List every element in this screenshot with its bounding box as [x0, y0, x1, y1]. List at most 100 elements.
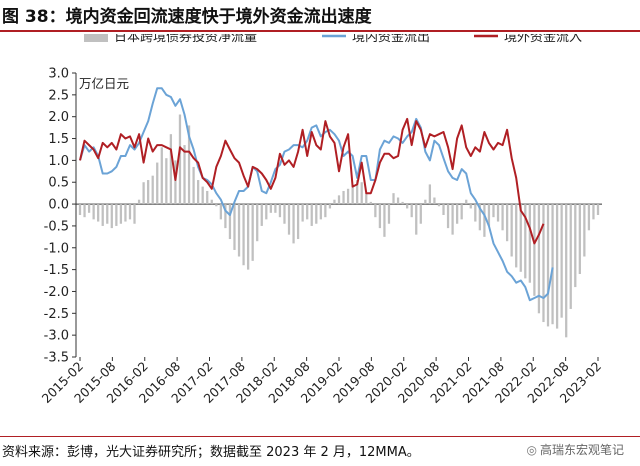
y-tick-label: -0.5 [44, 219, 69, 234]
watermark-text: 高瑞东宏观笔记 [539, 443, 624, 457]
bar [574, 204, 577, 288]
bar [260, 204, 263, 226]
y-tick-label: 2.5 [48, 88, 69, 103]
bar [537, 204, 541, 314]
outflow-line [79, 87, 554, 302]
bar [233, 204, 236, 250]
bar [165, 158, 168, 205]
bar [101, 204, 104, 226]
bar [351, 184, 354, 205]
bar [451, 204, 454, 235]
bar [124, 204, 127, 222]
bar [156, 162, 159, 205]
bar [160, 147, 163, 205]
y-tick-label: -3.5 [44, 351, 69, 366]
legend-label-inflow: 境外资金流入 [504, 34, 582, 45]
bar [446, 204, 450, 229]
bar [406, 204, 409, 209]
bar [256, 204, 259, 242]
legend-swatch-bars [84, 34, 108, 42]
bar [342, 190, 345, 205]
bar [201, 186, 204, 205]
bar [442, 204, 445, 215]
bar [292, 204, 295, 244]
bar [83, 204, 86, 218]
bar [219, 204, 222, 220]
bar [465, 199, 468, 205]
bar [560, 204, 563, 318]
bar [319, 204, 322, 220]
bar [283, 204, 286, 224]
bar [587, 204, 591, 231]
y-tick-label: -1.0 [44, 241, 69, 256]
y-tick-label: -1.5 [44, 263, 69, 278]
bar [569, 204, 572, 309]
chart: 3.0 2.5 2.0 1.5 1.0 0.5 0.0 -0.5 -1.0 -1.5 -2.0 -2.… [39, 34, 605, 407]
bar [92, 204, 95, 220]
bar [583, 204, 586, 257]
bar [183, 145, 186, 205]
watermark: ◎ 高瑞东宏观笔记 [527, 441, 625, 458]
bar [265, 204, 268, 220]
bar [224, 204, 227, 229]
bar [110, 204, 113, 229]
footer-rule [0, 436, 640, 437]
bar [97, 204, 100, 222]
bar [356, 180, 359, 205]
bar [492, 204, 495, 218]
bar [565, 204, 568, 338]
y-tick-label: 0.5 [48, 176, 69, 191]
bar [174, 160, 177, 205]
bar [360, 182, 363, 205]
figure-title: 图 38：境内资金回流速度快于境外资金流出速度 [2, 7, 372, 27]
bar [501, 204, 504, 231]
bar [469, 204, 472, 209]
bar [546, 204, 550, 327]
bar [592, 204, 595, 220]
bar [337, 195, 341, 205]
bar [519, 204, 522, 272]
y-tick-label: -3.0 [44, 329, 69, 344]
bar [433, 197, 436, 205]
bar [487, 204, 491, 226]
bar [515, 204, 518, 268]
bar [478, 204, 481, 231]
bar [369, 201, 372, 205]
bar [460, 204, 463, 220]
bar [505, 204, 509, 242]
bar [383, 204, 386, 237]
bar [106, 204, 109, 224]
y-tick-label: 2.0 [48, 110, 69, 125]
y-tick-label: 0.0 [48, 198, 69, 213]
bar [387, 204, 391, 224]
unit-label: 万亿日元 [79, 76, 129, 91]
bar [392, 193, 395, 205]
bar [551, 204, 554, 325]
bar [269, 204, 272, 213]
bar [419, 204, 422, 224]
bar [324, 204, 327, 218]
legend: 日本跨境债券投资净流量 境内资金流出 境外资金流入 [84, 34, 582, 45]
bar [296, 204, 300, 240]
bar [128, 204, 132, 220]
bar [524, 204, 527, 279]
bar [278, 204, 282, 218]
bar [528, 204, 531, 283]
axes-layer: 3.0 2.5 2.0 1.5 1.0 0.5 0.0 -0.5 -1.0 -1.5 -2.0 -2.… [39, 67, 605, 407]
bar [424, 199, 427, 205]
bar [306, 204, 309, 220]
lines-layer [79, 87, 554, 302]
wechat-icon: ◎ [526, 443, 537, 457]
bar [246, 204, 250, 270]
bar [365, 193, 368, 205]
bar [410, 204, 413, 218]
bar [415, 204, 418, 235]
bar [192, 166, 195, 205]
bar [197, 180, 200, 205]
bar [142, 182, 145, 205]
bar [474, 204, 477, 222]
bar [274, 204, 277, 213]
bar [215, 204, 218, 207]
bar [206, 190, 209, 205]
bar [87, 204, 91, 213]
